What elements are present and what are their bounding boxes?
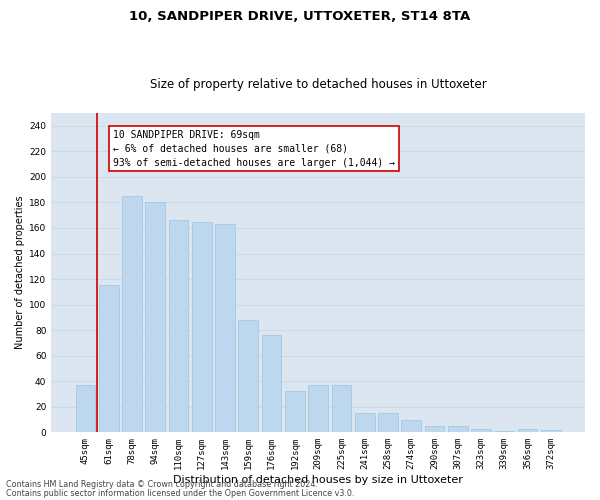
- Bar: [355, 413, 374, 432]
- Bar: [332, 385, 352, 432]
- Bar: [262, 336, 281, 432]
- Bar: [285, 392, 305, 432]
- Text: 10 SANDPIPER DRIVE: 69sqm
← 6% of detached houses are smaller (68)
93% of semi-d: 10 SANDPIPER DRIVE: 69sqm ← 6% of detach…: [113, 130, 395, 168]
- Bar: [471, 428, 491, 432]
- Bar: [401, 420, 421, 432]
- Bar: [308, 385, 328, 432]
- Y-axis label: Number of detached properties: Number of detached properties: [15, 196, 25, 350]
- Bar: [541, 430, 561, 432]
- Text: Contains HM Land Registry data © Crown copyright and database right 2024.: Contains HM Land Registry data © Crown c…: [6, 480, 318, 489]
- Bar: [169, 220, 188, 432]
- Bar: [145, 202, 165, 432]
- Bar: [192, 222, 212, 432]
- Text: 10, SANDPIPER DRIVE, UTTOXETER, ST14 8TA: 10, SANDPIPER DRIVE, UTTOXETER, ST14 8TA: [130, 10, 470, 23]
- Bar: [448, 426, 467, 432]
- Text: Contains public sector information licensed under the Open Government Licence v3: Contains public sector information licen…: [6, 488, 355, 498]
- Bar: [215, 224, 235, 432]
- Title: Size of property relative to detached houses in Uttoxeter: Size of property relative to detached ho…: [150, 78, 487, 91]
- Bar: [238, 320, 258, 432]
- Bar: [378, 413, 398, 432]
- X-axis label: Distribution of detached houses by size in Uttoxeter: Distribution of detached houses by size …: [173, 475, 463, 485]
- Bar: [518, 428, 538, 432]
- Bar: [99, 286, 119, 432]
- Bar: [494, 431, 514, 432]
- Bar: [76, 385, 95, 432]
- Bar: [122, 196, 142, 432]
- Bar: [425, 426, 445, 432]
